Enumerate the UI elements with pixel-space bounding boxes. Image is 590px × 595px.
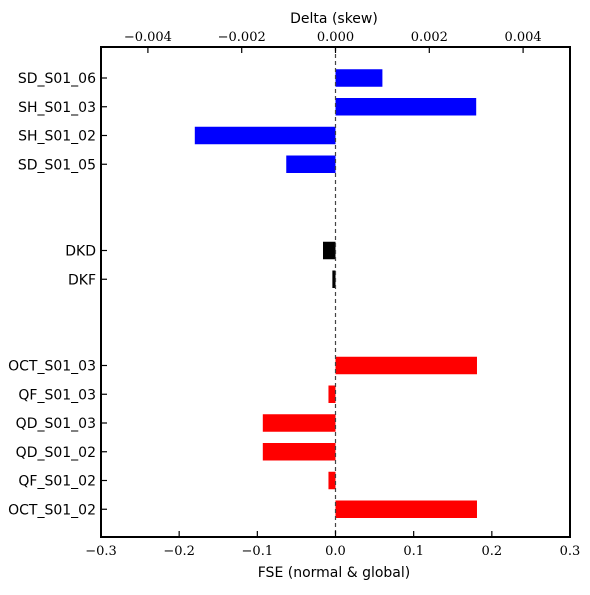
bar-sh-s01-02: [194, 126, 336, 145]
x-bottom-tick-label: 0.3: [560, 544, 581, 559]
bars-layer: [194, 69, 477, 518]
top-axis-title: Delta (skew): [290, 11, 378, 27]
category-label-qf-s01-02: QF_S01_02: [18, 474, 96, 490]
x-top-tick-label: 0.004: [504, 30, 541, 45]
bar-qf-s01-02: [328, 471, 336, 490]
category-label-qd-s01-03: QD_S01_03: [16, 416, 96, 432]
x-bottom-tick-label: −0.2: [163, 544, 195, 559]
x-bottom-tick-label: 0.1: [403, 544, 424, 559]
x-bottom-tick-label: −0.3: [85, 544, 117, 559]
category-label-sd-s01-06: SD_S01_06: [18, 71, 96, 87]
bar-dkd: [322, 241, 336, 260]
bar-dkf: [332, 270, 336, 288]
category-label-sd-s01-05: SD_S01_05: [18, 157, 96, 173]
bar-oct-s01-02: [335, 500, 477, 518]
category-label-oct-s01-03: OCT_S01_03: [8, 359, 96, 375]
category-label-dkf: DKF: [68, 272, 96, 288]
ticks-layer: [100, 47, 571, 537]
x-top-tick-label: −0.004: [124, 30, 172, 45]
bar-sd-s01-05: [286, 155, 336, 173]
category-label-qf-s01-03: QF_S01_03: [18, 387, 96, 403]
category-label-sh-s01-03: SH_S01_03: [18, 100, 96, 116]
x-bottom-tick-label: 0.0: [325, 544, 346, 559]
bar-qd-s01-03: [262, 414, 336, 432]
x-bottom-tick-label: −0.1: [242, 544, 274, 559]
category-label-qd-s01-02: QD_S01_02: [16, 445, 96, 461]
x-bottom-tick-label: 0.2: [481, 544, 502, 559]
bar-sd-s01-06: [335, 69, 383, 87]
bar-qf-s01-03: [328, 385, 336, 403]
category-label-sh-s01-02: SH_S01_02: [18, 129, 96, 145]
bar-oct-s01-03: [335, 356, 477, 375]
bottom-axis-title: FSE (normal & global): [258, 565, 410, 581]
x-top-tick-label: 0.000: [317, 30, 354, 45]
category-label-dkd: DKD: [65, 244, 96, 260]
category-label-oct-s01-02: OCT_S01_02: [8, 502, 96, 518]
bar-qd-s01-02: [262, 443, 336, 461]
x-top-tick-label: −0.002: [218, 30, 266, 45]
bar-sh-s01-03: [335, 98, 477, 116]
x-top-tick-label: 0.002: [411, 30, 448, 45]
labels-layer: SD_S01_06 SH_S01_03 SH_S01_02 SD_S01_05 DKD D…: [8, 30, 580, 559]
